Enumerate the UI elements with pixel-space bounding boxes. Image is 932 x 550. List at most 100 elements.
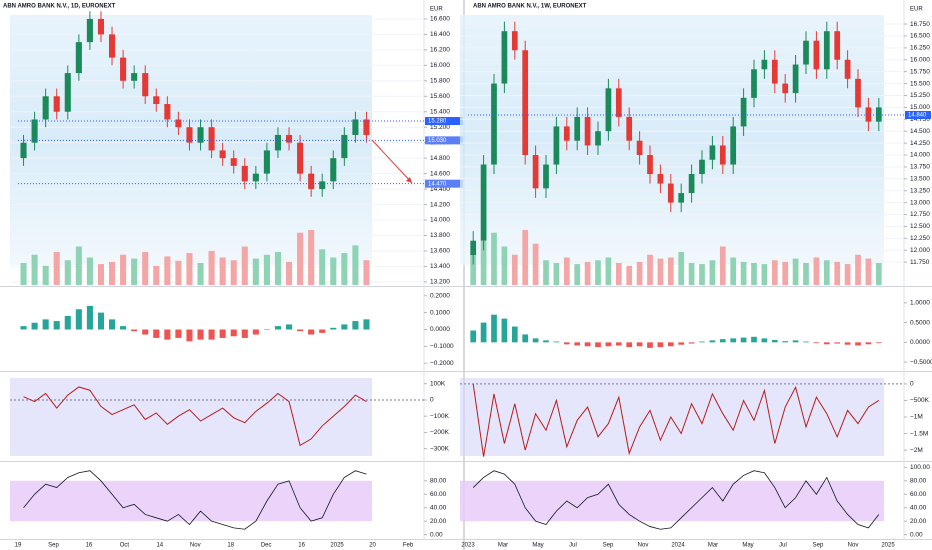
candle-body xyxy=(108,34,116,58)
macd-bar xyxy=(615,342,622,346)
axis-label: −1M xyxy=(910,414,923,421)
time-label: Mar xyxy=(708,543,718,549)
axis-label: −0.1000 xyxy=(430,343,454,350)
volume-bar xyxy=(352,245,359,285)
chart-title: ABN AMRO BANK N.V., 1D, EURONEXT xyxy=(3,4,116,10)
axis-label: 13.600 xyxy=(430,248,450,255)
axis-label: 15.000 xyxy=(910,104,930,111)
candle-body xyxy=(308,173,315,190)
axis-label: 13.750 xyxy=(910,164,930,171)
axis-label: 15.750 xyxy=(910,68,930,75)
candle-body xyxy=(175,119,182,128)
candle-body xyxy=(730,126,737,165)
macd-bar xyxy=(53,321,60,330)
macd-bar xyxy=(657,342,664,348)
volume-bar xyxy=(108,261,116,285)
price-tag xyxy=(905,111,931,119)
volume-bar xyxy=(274,252,282,285)
axis-label: 13.200 xyxy=(430,279,450,286)
volume-bar xyxy=(584,261,591,285)
price-tag-label: 15.030 xyxy=(428,138,447,144)
candle-body xyxy=(595,131,601,146)
time-label: 20 xyxy=(369,543,376,549)
axis-label: 14.750 xyxy=(910,116,930,123)
macd-bar xyxy=(803,341,809,343)
macd-bar xyxy=(667,342,674,347)
candle-body xyxy=(297,142,304,174)
axis-label: 13.800 xyxy=(430,232,450,239)
volume-bar xyxy=(241,246,248,285)
axis-label: 14.250 xyxy=(910,140,930,147)
time-label: Dec xyxy=(261,543,272,549)
candle-body xyxy=(792,64,799,94)
volume-bar xyxy=(175,260,182,285)
macd-bar xyxy=(31,322,38,330)
time-label: 14 xyxy=(156,543,163,549)
candle-body xyxy=(186,127,193,143)
macd-bar xyxy=(153,329,160,338)
axis-label: 16.000 xyxy=(910,56,930,63)
candle-body xyxy=(219,150,226,159)
macd-bar xyxy=(352,321,359,330)
volume-bar xyxy=(53,252,60,285)
axis-label: 14.000 xyxy=(910,152,930,159)
axis-label: 14.000 xyxy=(430,217,450,224)
axis-label: −1.5M xyxy=(910,430,928,437)
candle-body xyxy=(823,31,830,70)
macd-bar xyxy=(42,319,49,330)
macd-bar xyxy=(522,334,529,343)
candle-body xyxy=(97,18,105,35)
time-label: Nov xyxy=(190,543,201,549)
macd-bar xyxy=(782,341,789,343)
candle-body xyxy=(782,83,789,94)
volume-bar xyxy=(153,265,160,285)
volume-bar xyxy=(501,246,508,285)
candle-body xyxy=(131,73,138,81)
candle-body xyxy=(480,164,487,241)
macd-bar xyxy=(263,329,270,330)
axis-label: 13.000 xyxy=(910,199,930,206)
volume-bar xyxy=(761,264,768,285)
volume-bar xyxy=(553,263,560,285)
volume-bar xyxy=(844,264,851,285)
axis-label: 14.600 xyxy=(430,170,450,177)
macd-bar xyxy=(595,342,601,348)
macd-bar xyxy=(131,329,138,332)
time-label: 2024 xyxy=(671,543,685,549)
macd-bar xyxy=(865,342,872,345)
time-label: 16 xyxy=(86,543,93,549)
stoch-band xyxy=(10,480,372,522)
volume-bar xyxy=(730,257,737,285)
axis-label: 16.000 xyxy=(430,62,450,69)
volume-bar xyxy=(792,258,799,285)
macd-bar xyxy=(834,342,841,344)
candle-body xyxy=(678,193,685,203)
axis-label: 16.750 xyxy=(910,21,930,28)
candle-body xyxy=(740,97,747,127)
axis-label: 0 xyxy=(430,397,434,404)
volume-bar xyxy=(470,252,477,285)
volume-bar xyxy=(164,256,171,285)
volume-bar xyxy=(120,254,127,285)
volume-bar xyxy=(297,232,304,285)
time-label: May xyxy=(532,543,543,549)
volume-bar xyxy=(42,265,49,285)
axis-label: −100K xyxy=(430,413,450,420)
price-tag xyxy=(425,117,463,126)
macd-bar xyxy=(584,342,591,347)
volume-bar xyxy=(855,254,861,285)
macd-bar xyxy=(813,342,820,344)
macd-bar xyxy=(230,329,237,337)
candle-body xyxy=(553,126,560,165)
candle-body xyxy=(42,96,49,120)
time-label: 2023 xyxy=(461,543,475,549)
volume-bar xyxy=(186,253,193,285)
axis-label: 80.00 xyxy=(910,478,927,485)
macd-bar xyxy=(108,319,116,330)
axis-label: −200K xyxy=(430,429,450,436)
macd-bar xyxy=(792,340,799,343)
volume-bar xyxy=(688,263,695,285)
volume-bar xyxy=(740,261,747,285)
macd-bar xyxy=(543,340,549,343)
volume-bar xyxy=(219,257,226,285)
